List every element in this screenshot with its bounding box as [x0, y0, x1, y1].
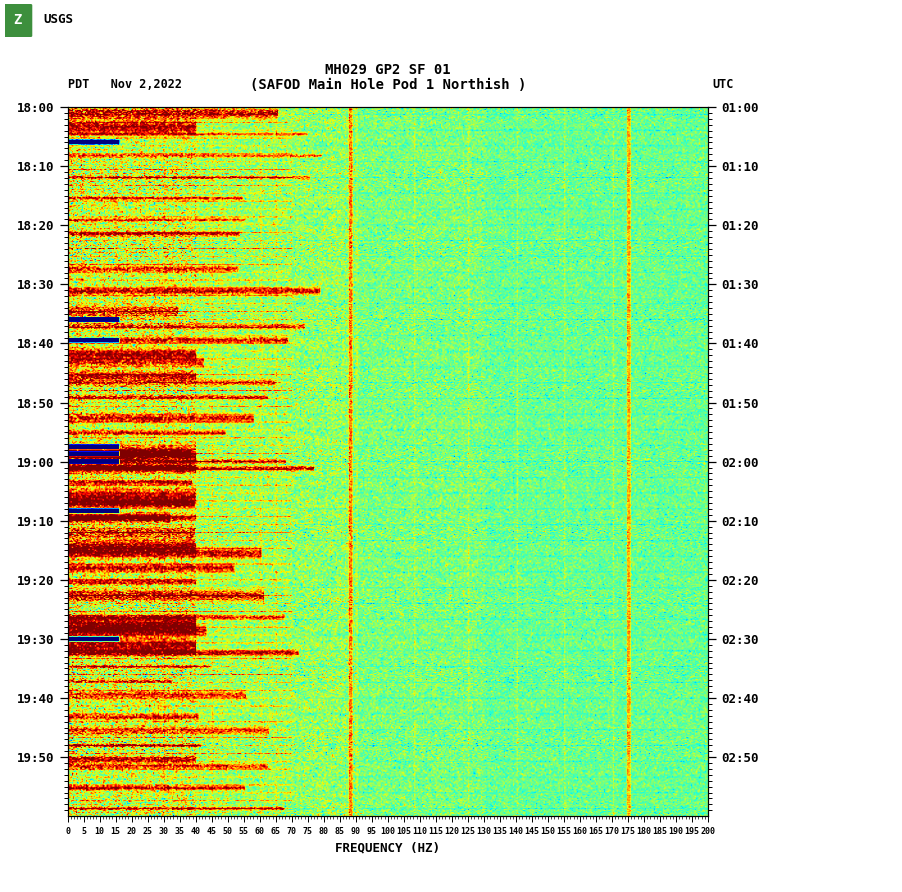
Text: UTC: UTC — [713, 78, 734, 91]
Text: (SAFOD Main Hole Pod 1 Northish ): (SAFOD Main Hole Pod 1 Northish ) — [250, 78, 526, 92]
Text: Z: Z — [13, 12, 22, 27]
FancyBboxPatch shape — [2, 4, 32, 37]
Text: PDT   Nov 2,2022: PDT Nov 2,2022 — [68, 78, 181, 91]
Text: MH029 GP2 SF 01: MH029 GP2 SF 01 — [325, 62, 451, 77]
X-axis label: FREQUENCY (HZ): FREQUENCY (HZ) — [336, 841, 440, 855]
Text: USGS: USGS — [43, 13, 74, 27]
